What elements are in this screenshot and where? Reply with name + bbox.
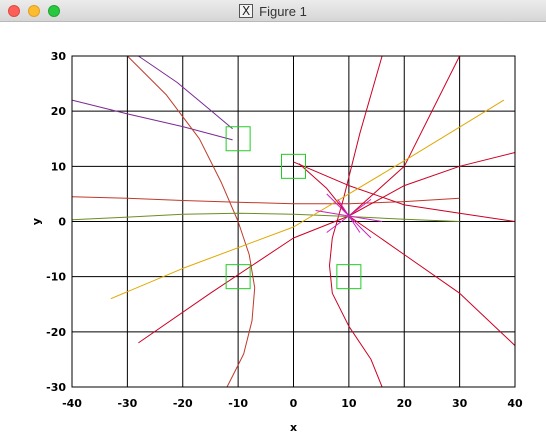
x-tick-label: 20	[397, 397, 413, 410]
x-tick-label: 40	[507, 397, 523, 410]
title-bar: X Figure 1	[0, 0, 546, 22]
series-line-7	[138, 55, 461, 344]
y-tick-label: -20	[46, 326, 66, 339]
x-tick-label: -10	[228, 397, 248, 410]
y-tick-label: -10	[46, 271, 66, 284]
maximize-button[interactable]	[48, 5, 60, 17]
series-layer	[71, 55, 516, 388]
plot-frame	[71, 55, 516, 388]
x-tick-label: 10	[341, 397, 357, 410]
series-line-3	[127, 55, 256, 388]
square-marker-3	[225, 264, 251, 290]
series-line-2	[138, 55, 233, 130]
square-marker-4	[336, 264, 362, 290]
x-tick-label: 30	[452, 397, 468, 410]
minimize-button[interactable]	[28, 5, 40, 17]
square-marker-2	[281, 153, 306, 179]
x-tick-label: 0	[290, 397, 298, 410]
series-line-10	[329, 55, 383, 388]
x-axis-label: x	[290, 421, 297, 434]
y-tick-label: 0	[58, 216, 66, 229]
x-tick-label: -20	[173, 397, 193, 410]
window-title: Figure 1	[259, 3, 307, 19]
series-line-9	[293, 161, 516, 222]
x-tick-label: -30	[117, 397, 137, 410]
tick-layer: -40 -30 -20 -10 0 10 20 30 40 -30 -20 -10 0 10 20 30	[46, 50, 523, 410]
series-line-1	[71, 99, 233, 141]
x-tick-label: -40	[62, 397, 82, 410]
series-line-16	[337, 199, 361, 233]
y-tick-label: 10	[51, 160, 67, 173]
series-line-11	[71, 212, 460, 222]
title-group: X Figure 1	[0, 0, 546, 22]
close-button[interactable]	[8, 5, 20, 17]
y-tick-label: 30	[51, 50, 67, 63]
y-tick-label: -30	[46, 381, 66, 394]
series-line-6	[348, 152, 516, 217]
square-marker-1	[225, 126, 251, 152]
y-tick-label: 20	[51, 105, 67, 118]
series-line-8	[348, 215, 516, 346]
series-line-12	[110, 99, 505, 300]
marker-layer	[225, 126, 362, 290]
y-axis-label: y	[30, 218, 43, 225]
x11-logo-icon: X	[239, 4, 254, 18]
series-line-4	[71, 196, 460, 205]
